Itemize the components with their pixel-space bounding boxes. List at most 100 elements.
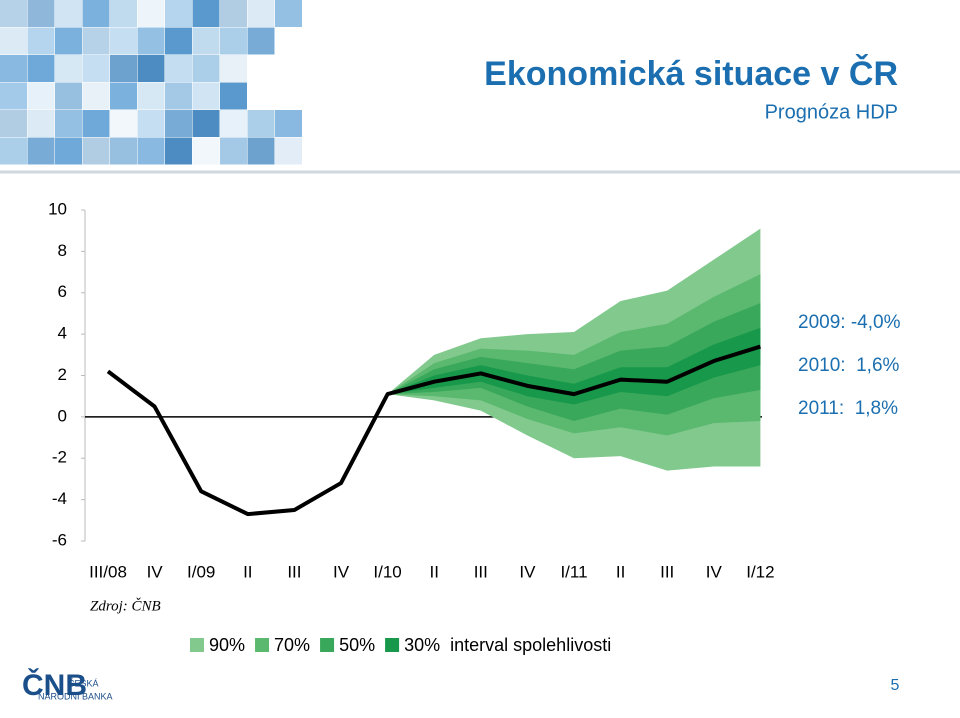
slide-subtitle: Prognóza HDP [765,101,898,123]
x-tick-label: I/10 [373,562,401,581]
mosaic-tile [137,55,165,82]
mosaic-tile [110,0,137,27]
mosaic-tile [275,137,302,165]
mosaic-tile [82,0,110,27]
legend-note: interval spolehlivosti [450,635,611,655]
mosaic-tile [165,55,192,82]
y-tick-label: 6 [58,282,67,301]
mosaic-tile [110,82,137,110]
mosaic-tile [247,137,275,165]
slide-title: Ekonomická situace v ČR [484,54,898,93]
legend-label: 30% [404,635,440,655]
mosaic-tile [275,0,302,27]
y-tick-label: 0 [58,406,67,425]
legend-swatch [190,638,204,652]
mosaic-tile [192,55,220,82]
legend-label: 50% [339,635,375,655]
mosaic-tile [0,27,27,55]
y-tick-label: -2 [52,448,67,467]
forecast-line [106,344,761,517]
legend-swatch [255,638,270,652]
mosaic-tile [110,27,137,55]
mosaic-tile [137,27,165,55]
x-tick-label: III [474,562,488,581]
mosaic-tile [137,0,165,27]
x-tick-label: III/08 [89,562,127,581]
mosaic-tile [0,137,27,165]
mosaic-tile [27,82,55,110]
x-tick-label: I/09 [187,562,215,581]
fan-band [387,327,761,405]
logo-line: NÁRODNÍ BANKA [38,691,113,701]
header-mosaic [0,0,302,165]
page-number: 5 [891,677,900,694]
mosaic-tile [55,55,82,82]
mosaic-tile [275,110,302,137]
y-tick-label: 4 [58,324,67,343]
mosaic-tile [82,55,110,82]
x-tick-label: I/11 [560,562,587,581]
x-tick-label: II [243,562,252,581]
mosaic-tile [27,110,55,137]
mosaic-tile [82,82,110,110]
mosaic-tile [27,55,55,82]
mosaic-tile [110,55,137,82]
source: Zdroj: ČNB [90,597,161,614]
mosaic-tile [137,82,165,110]
mosaic-tile [220,55,247,82]
mosaic-tile [192,0,220,27]
y-tick-label: -6 [52,530,67,549]
mosaic-tile [247,0,275,27]
mosaic-tile [55,0,82,27]
mosaic-tile [220,27,247,55]
legend-label: 70% [274,635,310,655]
mosaic-tile [27,27,55,55]
mosaic-tile [220,0,247,27]
mosaic-tile [165,0,192,27]
mosaic-tile [0,0,27,27]
x-tick-label: III [287,562,301,581]
mosaic-tile [82,137,110,165]
logo: ČNB [22,668,87,702]
mosaic-tile [27,0,55,27]
x-tick-label: IV [706,562,723,581]
y-tick-label: 2 [58,365,67,384]
mosaic-tile [0,82,27,110]
legend-swatch [385,638,400,652]
legend-swatch [320,638,335,652]
x-tick-label: II [429,562,438,581]
logo-line: ČESKÁ [68,678,99,688]
mosaic-tile [247,27,275,55]
y-tick-label: 8 [58,241,67,260]
mosaic-tile [165,82,192,110]
mosaic-tile [192,110,220,137]
mosaic-tile [220,137,247,165]
mosaic-tile [137,110,165,137]
mosaic-tile [192,82,220,110]
mosaic-tile [110,110,137,137]
legend-label: 90% [209,635,245,655]
mosaic-tile [247,110,275,137]
annotation: 2009: -4,0% [798,312,901,333]
y-tick-label: -4 [52,489,67,508]
mosaic-tile [82,27,110,55]
mosaic-tile [55,27,82,55]
mosaic-tile [82,110,110,137]
x-tick-label: IV [519,562,536,581]
mosaic-tile [55,137,82,165]
annotation: 2010: 1,6% [798,355,900,376]
x-tick-label: III [660,562,674,581]
mosaic-tile [55,110,82,137]
mosaic-tile [220,82,247,110]
mosaic-tile [0,110,27,137]
mosaic-tile [0,55,27,82]
mosaic-tile [220,110,247,137]
mosaic-tile [192,137,220,165]
annotation: 2011: 1,8% [798,398,898,419]
mosaic-tile [165,27,192,55]
mosaic-tile [165,110,192,137]
mosaic-tile [110,137,137,165]
mosaic-tile [137,137,165,165]
x-tick-label: IV [333,562,350,581]
